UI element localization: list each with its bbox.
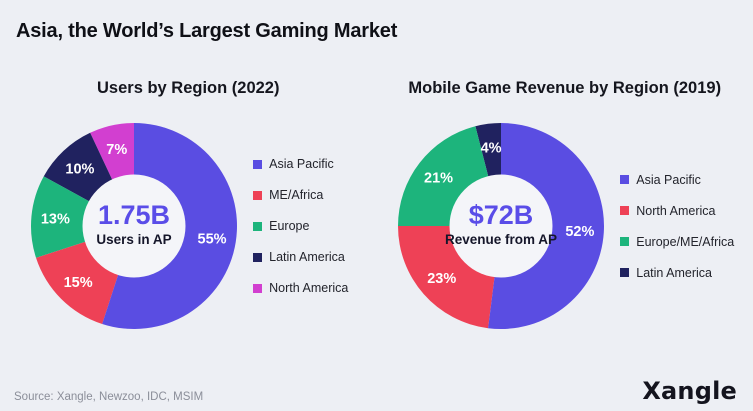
donut-center-value: $72B bbox=[469, 200, 534, 230]
slice-label: 23% bbox=[427, 271, 456, 287]
legend-item: North America bbox=[620, 204, 734, 218]
legend-label: Asia Pacific bbox=[269, 157, 334, 171]
legend-item: Latin America bbox=[620, 266, 734, 280]
legend-label: Latin America bbox=[636, 265, 712, 280]
source-note: Source: Xangle, Newzoo, IDC, MSIM bbox=[14, 391, 204, 403]
legend-item: ME/Africa bbox=[253, 188, 348, 202]
legend-label: Latin America bbox=[269, 250, 345, 264]
legend-swatch bbox=[253, 159, 263, 169]
donut-slice-latin-america bbox=[475, 123, 502, 177]
legend-label: Europe/ME/Africa bbox=[636, 234, 735, 249]
slice-label: 21% bbox=[424, 171, 453, 187]
users-donut-chart: 1.75B Users in AP 55% 15% 13% 10% 7% bbox=[31, 123, 238, 329]
users-chart-section: Users by Region (2022) 1.75B Users in AP… bbox=[0, 79, 377, 332]
donut-center-label: Revenue from AP bbox=[445, 232, 557, 247]
legend-swatch bbox=[253, 221, 263, 231]
xangle-logo: Xangle bbox=[642, 377, 737, 405]
main-title: Asia, the World’s Largest Gaming Market bbox=[16, 20, 398, 42]
donut-slice-latin-america bbox=[43, 132, 113, 202]
legend-item: Europe/ME/Africa bbox=[620, 235, 734, 249]
donut-slice-asia-pacific bbox=[488, 123, 605, 329]
legend-label: Europe bbox=[269, 219, 310, 233]
revenue-chart-legend: Asia Pacific North America Europe/ME/Afric… bbox=[620, 173, 734, 280]
legend-swatch bbox=[620, 237, 630, 246]
users-chart-legend: Asia Pacific ME/Africa Europe Latin America… bbox=[253, 157, 348, 295]
donut-center-label: Users in AP bbox=[97, 232, 172, 247]
donut-slice-asia-pacific bbox=[102, 123, 238, 329]
legend-item: North America bbox=[253, 281, 348, 295]
donut-slice-europe-me-africa bbox=[398, 126, 489, 226]
donut-center-value: 1.75B bbox=[98, 200, 170, 230]
legend-swatch bbox=[253, 283, 263, 293]
slice-label: 10% bbox=[66, 161, 95, 177]
users-chart-body: 1.75B Users in AP 55% 15% 13% 10% 7% Asia Pa… bbox=[28, 120, 348, 332]
charts-row: Users by Region (2022) 1.75B Users in AP… bbox=[0, 79, 753, 332]
revenue-chart-body: $72B Revenue from AP 52% 23% 21% 4% Asia Pa… bbox=[395, 120, 734, 332]
legend-swatch bbox=[620, 206, 630, 215]
slice-label: 52% bbox=[566, 224, 595, 240]
legend-swatch bbox=[620, 268, 630, 277]
donut-slice-europe bbox=[31, 176, 90, 258]
donut-hole bbox=[82, 174, 186, 278]
slice-label: 55% bbox=[198, 231, 227, 247]
legend-label: North America bbox=[636, 203, 716, 218]
slice-label: 7% bbox=[106, 142, 127, 158]
donut-hole bbox=[449, 174, 553, 278]
legend-item: Latin America bbox=[253, 250, 348, 264]
legend-swatch bbox=[253, 252, 263, 262]
donut-slice-north-america bbox=[398, 226, 495, 329]
legend-swatch bbox=[253, 190, 263, 200]
slice-label: 15% bbox=[64, 275, 93, 291]
legend-swatch bbox=[620, 175, 630, 184]
slice-label: 4% bbox=[481, 141, 502, 157]
legend-label: North America bbox=[269, 281, 349, 295]
users-chart-title: Users by Region (2022) bbox=[97, 79, 280, 97]
legend-label: Asia Pacific bbox=[636, 172, 701, 187]
revenue-chart-title: Mobile Game Revenue by Region (2019) bbox=[408, 79, 722, 97]
revenue-chart-section: Mobile Game Revenue by Region (2019) $72… bbox=[377, 79, 753, 332]
slice-label: 13% bbox=[41, 212, 70, 228]
legend-item: Asia Pacific bbox=[620, 173, 734, 187]
legend-label: ME/Africa bbox=[269, 188, 324, 202]
legend-item: Asia Pacific bbox=[253, 157, 348, 171]
donut-slice-north-america bbox=[90, 123, 135, 180]
revenue-donut-chart: $72B Revenue from AP 52% 23% 21% 4% bbox=[398, 123, 605, 329]
legend-item: Europe bbox=[253, 219, 348, 233]
